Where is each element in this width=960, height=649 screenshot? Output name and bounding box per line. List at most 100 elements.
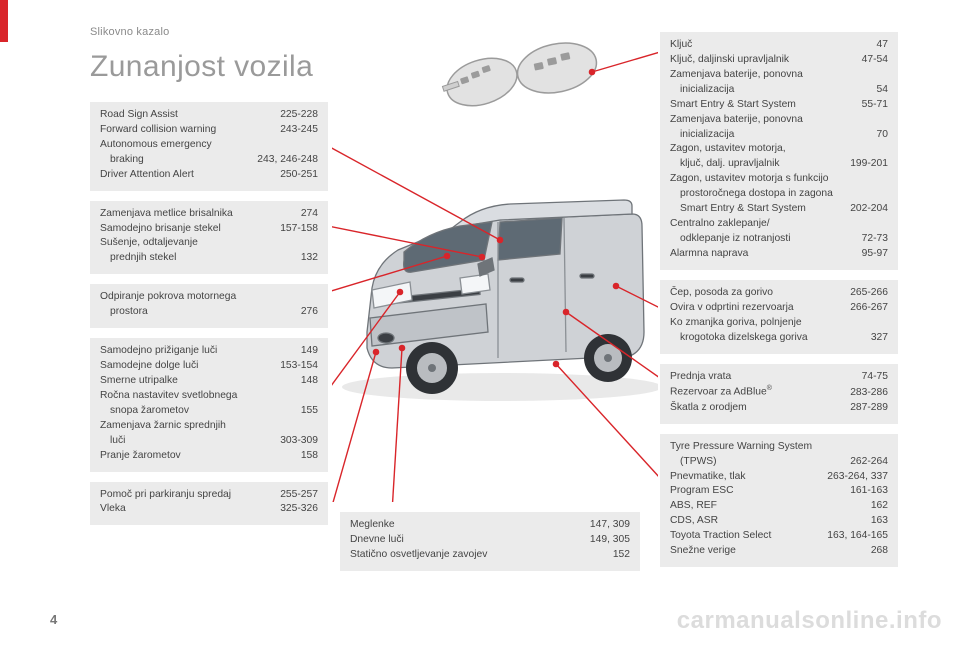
index-row: prednjih stekel132	[100, 251, 318, 266]
index-pages: 265-266	[850, 286, 888, 301]
index-label: luči	[100, 434, 280, 449]
index-row: Meglenke147, 309	[350, 518, 630, 533]
index-pages: 243, 246-248	[257, 153, 318, 168]
index-row: Ključ47	[670, 38, 888, 53]
index-label: Ročna nastavitev svetlobnega	[100, 389, 318, 404]
van-wheel-front	[406, 342, 458, 394]
van-wheel-rear	[584, 334, 632, 382]
index-pages: 262-264	[850, 455, 888, 470]
watermark-text: carmanualsonline.info	[677, 607, 942, 635]
index-row: braking243, 246-248	[100, 153, 318, 168]
index-pages: 47	[877, 38, 888, 53]
index-pages: 147, 309	[590, 518, 630, 533]
index-pages: 157-158	[280, 222, 318, 237]
document-page: Slikovno kazalo Zunanjost vozila Road Si…	[0, 0, 960, 649]
index-row: Samodejno brisanje stekel157-158	[100, 222, 318, 237]
index-block: Samodejno prižiganje luči149Samodejne do…	[90, 338, 328, 471]
index-row: Pranje žarometov158	[100, 449, 318, 464]
index-label: Driver Attention Alert	[100, 168, 280, 183]
index-row: Škatla z orodjem287-289	[670, 401, 888, 416]
index-label: Snežne verige	[670, 544, 871, 559]
index-label: Sušenje, odtaljevanje	[100, 236, 318, 251]
center-bottom-block: Meglenke147, 309Dnevne luči149, 305Stati…	[340, 512, 640, 581]
index-row: odklepanje iz notranjosti72-73	[670, 232, 888, 247]
index-row: inicializacija54	[670, 83, 888, 98]
index-pages: 72-73	[862, 232, 888, 247]
index-pages: 163, 164-165	[827, 529, 888, 544]
index-label: Pnevmatike, tlak	[670, 470, 827, 485]
index-label: Road Sign Assist	[100, 108, 280, 123]
index-label: snopa žarometov	[100, 404, 301, 419]
index-pages: 274	[301, 207, 318, 222]
index-label: Pranje žarometov	[100, 449, 301, 464]
index-pages: 268	[871, 544, 888, 559]
index-row: Rezervoar za AdBlue®283-286	[670, 384, 888, 400]
index-pages: 263-264, 337	[827, 470, 888, 485]
index-label: Smerne utripalke	[100, 374, 301, 389]
vehicle-shadow	[342, 373, 658, 401]
index-block: Tyre Pressure Warning System(TPWS)262-26…	[660, 434, 898, 567]
van-body	[367, 200, 644, 368]
index-row: Prednja vrata74-75	[670, 370, 888, 385]
index-label: inicializacija	[670, 83, 877, 98]
index-pages: 70	[877, 128, 888, 143]
index-row: luči303-309	[100, 434, 318, 449]
index-pages: 132	[301, 251, 318, 266]
index-row: ABS, REF162	[670, 499, 888, 514]
index-row: Smerne utripalke148	[100, 374, 318, 389]
index-row: Statično osvetljevanje zavojev152	[350, 548, 630, 563]
page-title: Zunanjost vozila	[90, 50, 313, 84]
index-pages: 74-75	[862, 370, 888, 385]
index-row: snopa žarometov155	[100, 404, 318, 419]
index-row: Ročna nastavitev svetlobnega	[100, 389, 318, 404]
callout-leaders	[332, 52, 658, 502]
index-label: (TPWS)	[670, 455, 850, 470]
index-pages: 55-71	[862, 98, 888, 113]
index-label: Zagon, ustavitev motorja,	[670, 142, 888, 157]
index-row: Odpiranje pokrova motornega	[100, 290, 318, 305]
index-row: Zamenjava žarnic sprednjih	[100, 419, 318, 434]
index-row: Zagon, ustavitev motorja,	[670, 142, 888, 157]
index-row: ključ, dalj. upravljalnik199-201	[670, 157, 888, 172]
index-pages: 202-204	[850, 202, 888, 217]
index-pages: 148	[301, 374, 318, 389]
index-label: Samodejne dolge luči	[100, 359, 280, 374]
key-fob-icon	[441, 50, 523, 114]
index-label: krogotoka dizelskega goriva	[670, 331, 871, 346]
index-row: Ovira v odprtini rezervoarja266-267	[670, 301, 888, 316]
index-row: Smart Entry & Start System202-204	[670, 202, 888, 217]
index-row: Pnevmatike, tlak263-264, 337	[670, 470, 888, 485]
index-block: Prednja vrata74-75Rezervoar za AdBlue®28…	[660, 364, 898, 424]
index-block: Ključ47Ključ, daljinski upravljalnik47-5…	[660, 32, 898, 270]
index-block: Road Sign Assist225-228Forward collision…	[90, 102, 328, 191]
index-row: Smart Entry & Start System55-71	[670, 98, 888, 113]
index-label: Dnevne luči	[350, 533, 590, 548]
index-row: Toyota Traction Select163, 164-165	[670, 529, 888, 544]
index-pages: 327	[871, 331, 888, 346]
index-label: Škatla z orodjem	[670, 401, 850, 416]
index-row: Samodejno prižiganje luči149	[100, 344, 318, 359]
accent-bar	[0, 0, 8, 42]
index-pages: 153-154	[280, 359, 318, 374]
index-row: (TPWS)262-264	[670, 455, 888, 470]
index-pages: 225-228	[280, 108, 318, 123]
index-pages: 250-251	[280, 168, 318, 183]
index-row: Zamenjava metlice brisalnika274	[100, 207, 318, 222]
index-pages: 152	[613, 548, 630, 563]
index-row: Road Sign Assist225-228	[100, 108, 318, 123]
index-pages: 287-289	[850, 401, 888, 416]
index-pages: 54	[877, 83, 888, 98]
key-fob-icon	[513, 36, 601, 100]
index-label: Ključ, daljinski upravljalnik	[670, 53, 862, 68]
index-label: Forward collision warning	[100, 123, 280, 138]
index-row: Ko zmanjka goriva, polnjenje	[670, 316, 888, 331]
index-pages: 283-286	[850, 386, 888, 401]
index-label: Program ESC	[670, 484, 850, 499]
index-pages: 162	[871, 499, 888, 514]
index-row: Forward collision warning243-245	[100, 123, 318, 138]
index-pages: 158	[301, 449, 318, 464]
index-label: Autonomous emergency	[100, 138, 318, 153]
index-label: Centralno zaklepanje/	[670, 217, 888, 232]
index-pages: 149, 305	[590, 533, 630, 548]
index-label: Zamenjava metlice brisalnika	[100, 207, 301, 222]
